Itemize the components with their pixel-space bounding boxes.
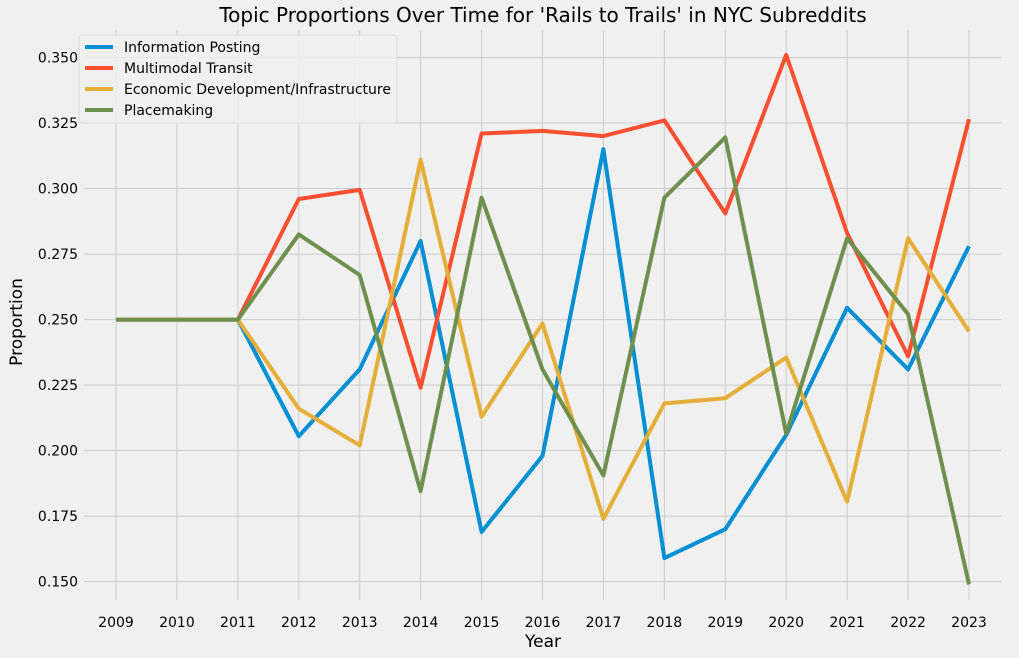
- series-line-economic-development-infrastructure: [116, 157, 971, 521]
- y-tick-label: 0.150: [38, 575, 78, 591]
- y-tick-label: 0.250: [38, 313, 78, 329]
- legend-label: Placemaking: [124, 103, 213, 119]
- x-tick-label: 2020: [768, 615, 804, 631]
- y-axis-title: Proportion: [7, 278, 27, 366]
- x-tick-label: 2016: [525, 615, 561, 631]
- x-tick-label: 2010: [159, 615, 195, 631]
- x-tick-label: 2019: [707, 615, 743, 631]
- legend: Information Posting Multimodal Transit Eco…: [78, 34, 398, 124]
- legend-box: [78, 34, 398, 124]
- x-tick-label: 2013: [342, 615, 378, 631]
- y-axis-ticks: 0.150 0.175 0.200 0.225 0.250 0.275 0.300 0.325…: [38, 51, 78, 591]
- x-tick-label: 2015: [464, 615, 500, 631]
- y-tick-label: 0.300: [38, 182, 78, 198]
- x-tick-label: 2009: [98, 615, 134, 631]
- y-tick-label: 0.350: [38, 51, 78, 67]
- chart-title: Topic Proportions Over Time for 'Rails t…: [218, 3, 866, 27]
- series-lines: [116, 52, 971, 585]
- x-tick-label: 2011: [220, 615, 256, 631]
- x-tick-label: 2018: [647, 615, 683, 631]
- x-tick-label: 2014: [403, 615, 439, 631]
- y-tick-label: 0.200: [38, 444, 78, 460]
- x-axis-ticks: 2009 2010 2011 2012 2013 2014 2015 2016 2017 2018…: [98, 615, 987, 631]
- y-tick-label: 0.225: [38, 378, 78, 394]
- legend-label: Information Posting: [124, 40, 260, 56]
- x-tick-label: 2012: [281, 615, 317, 631]
- series-line-placemaking: [116, 135, 971, 585]
- series-line-information-posting: [116, 147, 971, 561]
- legend-label: Multimodal Transit: [124, 61, 253, 77]
- legend-label: Economic Development/Infrastructure: [124, 82, 391, 98]
- y-tick-label: 0.275: [38, 247, 78, 263]
- x-tick-label: 2021: [829, 615, 865, 631]
- x-tick-label: 2022: [890, 615, 926, 631]
- x-tick-label: 2023: [951, 615, 987, 631]
- y-tick-label: 0.175: [38, 509, 78, 525]
- series-line-multimodal-transit: [116, 52, 971, 390]
- grid: [84, 30, 1001, 600]
- x-tick-label: 2017: [586, 615, 622, 631]
- x-axis-title: Year: [524, 632, 561, 652]
- y-tick-label: 0.325: [38, 116, 78, 132]
